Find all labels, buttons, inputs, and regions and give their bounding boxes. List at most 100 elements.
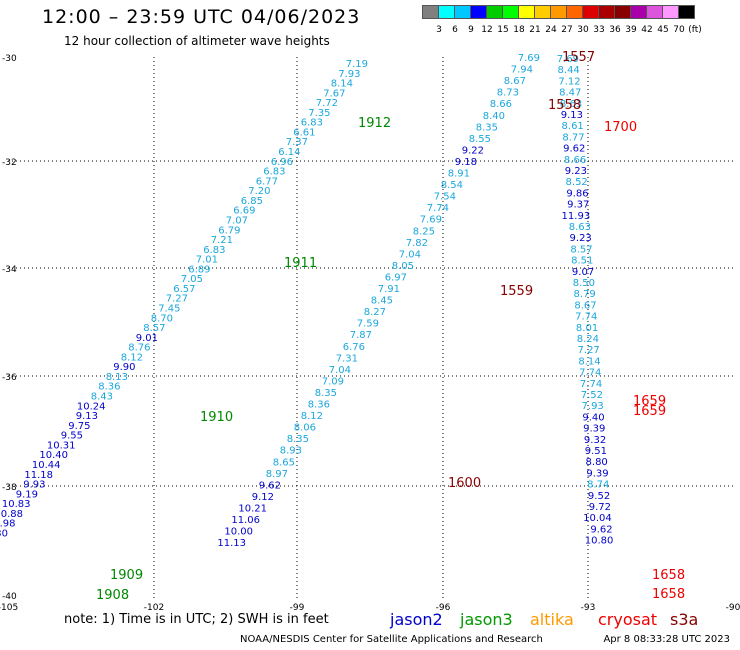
time-label: 1600 [448,476,481,491]
wave-height-value: 7.54 [434,192,456,203]
wave-height-value: 6.77 [256,176,278,187]
wave-height-value: 9.13 [76,411,98,422]
wave-height-value: 10.00 [224,527,253,538]
time-labels: 1912 1911 1910 1909 1908 1557 1558 1559 1600 1700… [96,50,685,603]
wave-height-value: 7.21 [211,235,233,246]
time-label: 1908 [96,588,129,603]
wave-height-value: 9.23 [570,233,592,244]
longitude-label: -102 [144,603,164,613]
time-label: 1912 [358,116,391,131]
wave-height-value: 7.91 [378,284,400,295]
time-label: 1911 [284,256,317,271]
wave-height-value: 8.73 [497,88,519,99]
wave-height-value: 7.69 [518,53,540,64]
wave-height-value: 11.06 [231,515,260,526]
wave-height-value: 8.76 [128,343,150,354]
wave-height-value: 8.52 [566,177,588,188]
wave-height-value: 6.96 [271,157,293,168]
time-label: 1910 [200,410,233,425]
wave-height-value: 8.01 [576,323,598,334]
wave-height-value: 8.40 [483,111,505,122]
wave-height-value: 8.24 [577,334,599,345]
wave-height-value: 8.57 [570,244,592,255]
scale-label: 21 [529,25,541,35]
wave-height-value: 9.86 [566,188,588,199]
wave-height-value: 7.69 [420,215,442,226]
time-label: 1659 [633,404,666,419]
longitude-label: -105 [0,603,18,613]
wave-height-value: 8.35 [476,122,498,133]
wave-height-value: 8.63 [569,222,591,233]
wave-height-value: 8.54 [441,180,463,191]
track-right: 7.698.447.128.478.639.138.618.779.628.66… [557,54,614,547]
wave-height-value: 7.74 [580,379,602,390]
wave-height-value: 8.35 [315,388,337,399]
wave-height-value: 7.01 [196,255,218,266]
wave-height-value: 7.05 [181,274,203,285]
color-scale-legend: 3 6 9 12 15 18 21 24 27 30 33 36 39 42 45 70 (ft) [422,5,702,35]
wave-height-value: 8.36 [98,382,120,393]
wave-height-value: 10.80 [585,536,614,547]
wave-height-value: 8.51 [571,256,593,267]
wave-height-value: 7.27 [578,345,600,356]
wave-height-value: 9.40 [582,412,604,423]
wave-height-value: 10.24 [77,401,106,412]
wave-height-value: 9.39 [586,468,608,479]
time-label: 1558 [548,98,581,113]
time-label: 1700 [604,120,637,135]
wave-height-value: 7.04 [329,365,351,376]
scale-label: 24 [545,25,557,35]
wave-height-value: 8.63 [560,99,582,110]
scale-label: 30 [577,25,589,35]
wave-height-value: 8.70 [151,313,173,324]
wave-height-value: 8.57 [143,323,165,334]
mission-label: jason3 [460,610,513,629]
scale-label: 27 [561,25,573,35]
wave-height-value: 7.12 [558,76,580,87]
wave-height-value: 7.74 [427,203,449,214]
wave-height-value: 8.13 [106,372,128,383]
wave-height-value: 7.31 [336,353,358,364]
wave-height-value: 8.80 [586,457,608,468]
wave-height-value: 7.93 [582,401,604,412]
wave-height-value: 7.45 [158,304,180,315]
time-label: 1559 [500,284,533,299]
credit-text: NOAA/NESDIS Center for Satellite Applica… [240,634,543,645]
map-title: 12:00 – 23:59 UTC 04/06/2023 [42,6,361,28]
wave-height-value: 9.18 [455,157,477,168]
wave-height-value: 7.09 [322,376,344,387]
wave-height-value: 8.25 [413,226,435,237]
scale-label: 6 [452,25,458,35]
longitude-label: -99 [290,603,305,613]
wave-height-value: 6.85 [241,196,263,207]
wave-height-value: 7.35 [308,108,330,119]
wave-height-value: 6.97 [385,272,407,283]
generated-date: Apr 8 08:33:28 UTC 2023 [603,634,730,645]
wave-height-value: 9.75 [68,421,90,432]
wave-height-value: 11.93 [562,211,591,222]
wave-height-value: 11.18 [24,470,53,481]
wave-height-value: 9.93 [23,480,45,491]
wave-height-value: 8.36 [308,400,330,411]
wave-height-value: 10.40 [39,450,68,461]
wave-height-value: 7.19 [346,59,368,70]
wave-height-value: 9.01 [136,333,158,344]
mission-label: s3a [670,610,699,629]
wave-height-value: 7.74 [579,368,601,379]
mission-label: altika [530,610,574,629]
wave-height-value: 9.52 [588,491,610,502]
wave-height-value: 8.97 [266,469,288,480]
wave-height-value: 8.14 [578,356,600,367]
wave-height-value: 9.72 [589,502,611,513]
wave-height-value: 7.27 [166,294,188,305]
longitude-label: -93 [581,603,596,613]
wave-height-value: 10.21 [238,503,267,514]
wave-height-value: 9.98 [0,519,16,530]
track-left: 7.197.938.147.677.727.356.836.617.376.14… [0,59,368,549]
wave-height-value: 9.12 [252,492,274,503]
wave-height-value: 8.55 [469,134,491,145]
wave-height-value: 8.43 [91,392,113,403]
wave-height-value: 7.20 [248,186,270,197]
wave-height-tracks: 7.197.938.147.677.727.356.836.617.376.14… [0,53,614,549]
wave-height-value: 8.93 [280,446,302,457]
